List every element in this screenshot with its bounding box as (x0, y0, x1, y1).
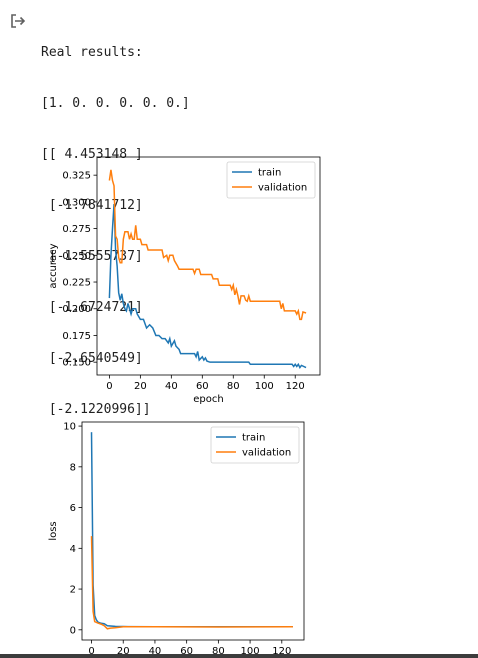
y-tick-label: 0.325 (62, 171, 91, 182)
x-tick-label: 40 (149, 646, 162, 654)
x-tick-label: 60 (196, 381, 209, 392)
y-tick-label: 0.225 (62, 278, 91, 289)
output-line: [-1.6724721] (41, 300, 143, 315)
horizontal-scrollbar[interactable] (0, 654, 478, 658)
legend: train validation (210, 426, 300, 464)
x-tick-label: 0 (88, 646, 94, 654)
x-axis-label: epoch (193, 394, 223, 405)
x-tick-label: 120 (272, 646, 291, 654)
series-line-validation (90, 536, 293, 630)
y-tick-label: 4 (70, 544, 76, 555)
x-tick-label: 40 (165, 381, 178, 392)
y-tick-label: 8 (70, 462, 76, 473)
x-tick-label: 100 (241, 646, 260, 654)
output-line: [1. 0. 0. 0. 0. 0.] (41, 96, 190, 111)
y-tick-label: 0.200 (62, 304, 91, 315)
legend-label-train: train (242, 433, 265, 444)
y-tick-label: 0.300 (62, 197, 91, 208)
y-axis-label: accuracy (48, 243, 59, 288)
y-tick-label: 2 (70, 585, 76, 596)
console-output: Real results: [1. 0. 0. 0. 0. 0.] [[ 4.4… (41, 10, 190, 435)
legend: train validation (226, 161, 316, 199)
y-tick-label: 10 (63, 422, 76, 433)
plot-frame (96, 156, 321, 376)
y-tick-label: 0 (70, 625, 76, 636)
y-tick-label: 0.250 (62, 251, 91, 262)
series-line-train (108, 203, 307, 369)
output-line: Real results: (41, 45, 143, 60)
legend-label-train: train (258, 168, 281, 179)
y-tick-label: 0.275 (62, 224, 91, 235)
loss-chart: 0 20 40 60 80 100 120 0 2 4 6 8 10 loss train validatio… (48, 421, 305, 654)
output-line: [-2.1220996]] (41, 402, 151, 417)
x-tick-label: 80 (212, 646, 225, 654)
series-line-validation (108, 169, 307, 321)
legend-box (226, 161, 316, 199)
x-tick-label: 60 (180, 646, 193, 654)
output-line: [[ 4.453148 ] (41, 147, 143, 162)
plot-frame (81, 421, 305, 641)
accuracy-chart: 0 20 40 60 80 100 120 0.150 0.175 0.200 0.225 0.250… (48, 156, 321, 405)
x-tick-label: 20 (134, 381, 147, 392)
x-tick-label: 100 (255, 381, 274, 392)
x-tick-label: 0 (106, 381, 112, 392)
y-tick-label: 0.175 (62, 331, 91, 342)
y-tick-label: 0.150 (62, 358, 91, 369)
output-line: [-2.6540549] (41, 351, 143, 366)
y-tick-label: 6 (70, 503, 76, 514)
x-tick-label: 120 (286, 381, 305, 392)
y-axis-label: loss (48, 521, 59, 540)
output-redirect-icon[interactable] (9, 12, 27, 30)
legend-label-validation: validation (258, 183, 307, 194)
legend-label-validation: validation (242, 448, 291, 459)
output-line: [-1.7841712] (41, 198, 143, 213)
legend-box (210, 426, 300, 464)
x-tick-label: 20 (117, 646, 130, 654)
x-tick-label: 80 (227, 381, 240, 392)
